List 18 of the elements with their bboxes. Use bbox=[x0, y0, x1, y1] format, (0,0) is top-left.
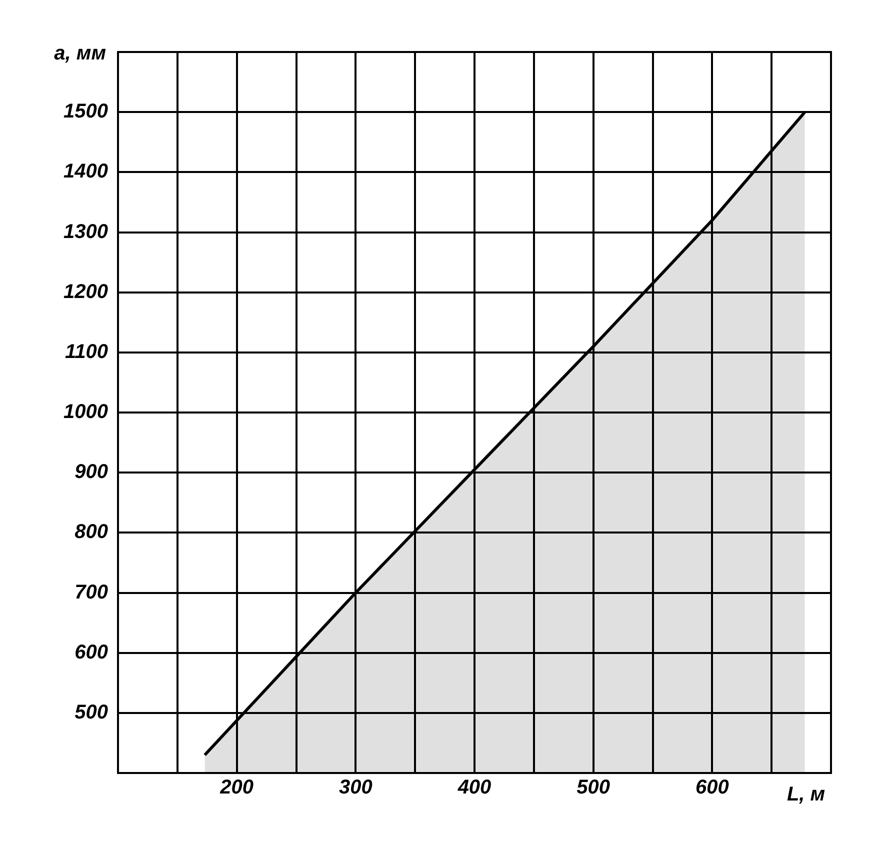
y-tick-label: 800 bbox=[74, 521, 108, 544]
y-tick-label: 700 bbox=[74, 581, 108, 604]
x-tick-label: 600 bbox=[695, 776, 729, 799]
y-tick-label: 1400 bbox=[64, 160, 108, 183]
y-tick-label: 1300 bbox=[64, 220, 108, 243]
y-tick-label: 900 bbox=[74, 461, 108, 484]
y-tick-label: 1000 bbox=[64, 401, 108, 424]
y-axis-title: a, мм bbox=[54, 42, 106, 65]
y-tick-label: 500 bbox=[74, 701, 108, 724]
y-tick-label: 600 bbox=[74, 641, 108, 664]
x-tick-label: 300 bbox=[338, 776, 372, 799]
y-tick-label: 1500 bbox=[64, 100, 108, 123]
x-axis-title: L, м bbox=[786, 784, 826, 806]
x-tick-label: 200 bbox=[219, 776, 254, 799]
x-tick-label: 500 bbox=[576, 776, 610, 799]
y-tick-label: 1200 bbox=[64, 280, 108, 303]
y-tick-label: 1100 bbox=[64, 340, 108, 363]
x-tick-label: 400 bbox=[456, 776, 492, 799]
